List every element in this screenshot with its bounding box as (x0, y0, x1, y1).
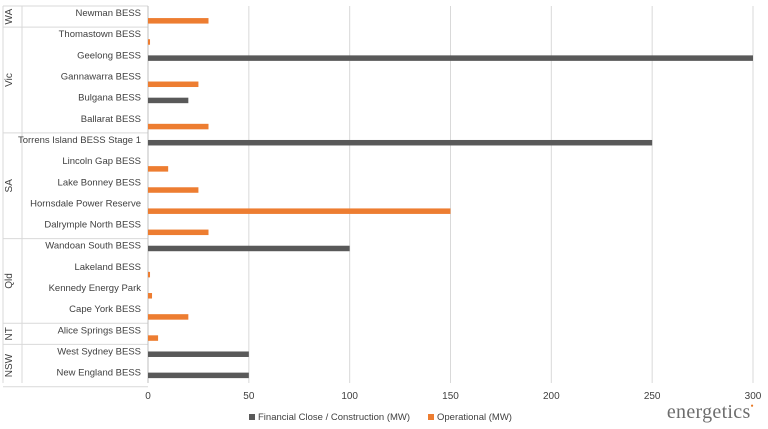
state-group-label: Qld (4, 273, 15, 289)
legend: Financial Close / Construction (MW) Opera… (249, 412, 512, 423)
category-label: Ballarat BESS (81, 114, 141, 125)
bars (148, 18, 753, 379)
state-group-label: NT (4, 327, 15, 340)
category-label: Dalrymple North BESS (44, 220, 141, 231)
gridlines (248, 6, 754, 383)
x-axis-ticks: 0 50 100 150 200 250 300 (145, 391, 762, 402)
category-label: Geelong BESS (77, 50, 141, 61)
category-label: Wandoan South BESS (45, 241, 141, 252)
energetics-logo: energetics• (666, 401, 754, 423)
bar-financial-close (148, 351, 249, 357)
category-label: Gannawarra BESS (61, 72, 141, 83)
bar-operational (148, 187, 199, 193)
category-label: Newman BESS (76, 8, 141, 19)
bar-operational (148, 271, 151, 278)
category-label: Alice Springs BESS (58, 325, 141, 336)
state-groups: WA Vic SA Qld NT NSW (2, 5, 149, 388)
bar-operational (148, 208, 451, 214)
x-tick-label: 50 (243, 391, 255, 402)
bar-financial-close (148, 372, 249, 379)
legend-label-operational: Operational (MW) (437, 412, 512, 423)
x-tick-label: 250 (644, 391, 661, 402)
bar-operational (148, 314, 189, 320)
category-label: New England BESS (57, 368, 142, 379)
category-label: Lincoln Gap BESS (62, 156, 141, 167)
bar-financial-close (148, 97, 189, 104)
x-tick-label: 300 (745, 391, 762, 402)
legend-swatch-operational (428, 414, 434, 420)
bar-operational (148, 166, 169, 172)
category-label: Cape York BESS (69, 304, 141, 315)
category-label: Kennedy Energy Park (49, 283, 142, 294)
bar-operational (148, 229, 209, 236)
category-label: Thomastown BESS (59, 29, 141, 40)
bar-financial-close (148, 55, 753, 61)
legend-swatch-financial (249, 414, 255, 420)
category-label: Torrens Island BESS Stage 1 (18, 135, 141, 146)
category-labels: Newman BESS Thomastown BESS Geelong BESS Ga… (18, 8, 141, 379)
x-tick-label: 150 (442, 391, 459, 402)
x-tick-label: 100 (341, 391, 358, 402)
category-label: Lake Bonney BESS (58, 177, 141, 188)
category-label: West Sydney BESS (57, 346, 141, 357)
category-label: Bulgana BESS (78, 93, 141, 104)
state-group-label: SA (4, 179, 15, 193)
bar-financial-close (148, 245, 350, 252)
bar-operational (148, 81, 199, 88)
bar-financial-close (148, 139, 653, 146)
state-group-label: WA (4, 8, 15, 24)
state-group-label: Vic (4, 73, 15, 87)
bar-operational (148, 123, 209, 130)
bar-operational (148, 335, 159, 341)
bar-operational (148, 39, 151, 45)
bar-operational (148, 293, 153, 299)
category-label: Lakeland BESS (74, 262, 141, 273)
legend-label-financial: Financial Close / Construction (MW) (258, 412, 410, 423)
state-group-label: NSW (4, 353, 15, 377)
x-tick-label: 200 (543, 391, 560, 402)
bar-operational (148, 18, 209, 24)
category-label: Hornsdale Power Reserve (30, 198, 141, 209)
x-tick-label: 0 (145, 391, 151, 402)
